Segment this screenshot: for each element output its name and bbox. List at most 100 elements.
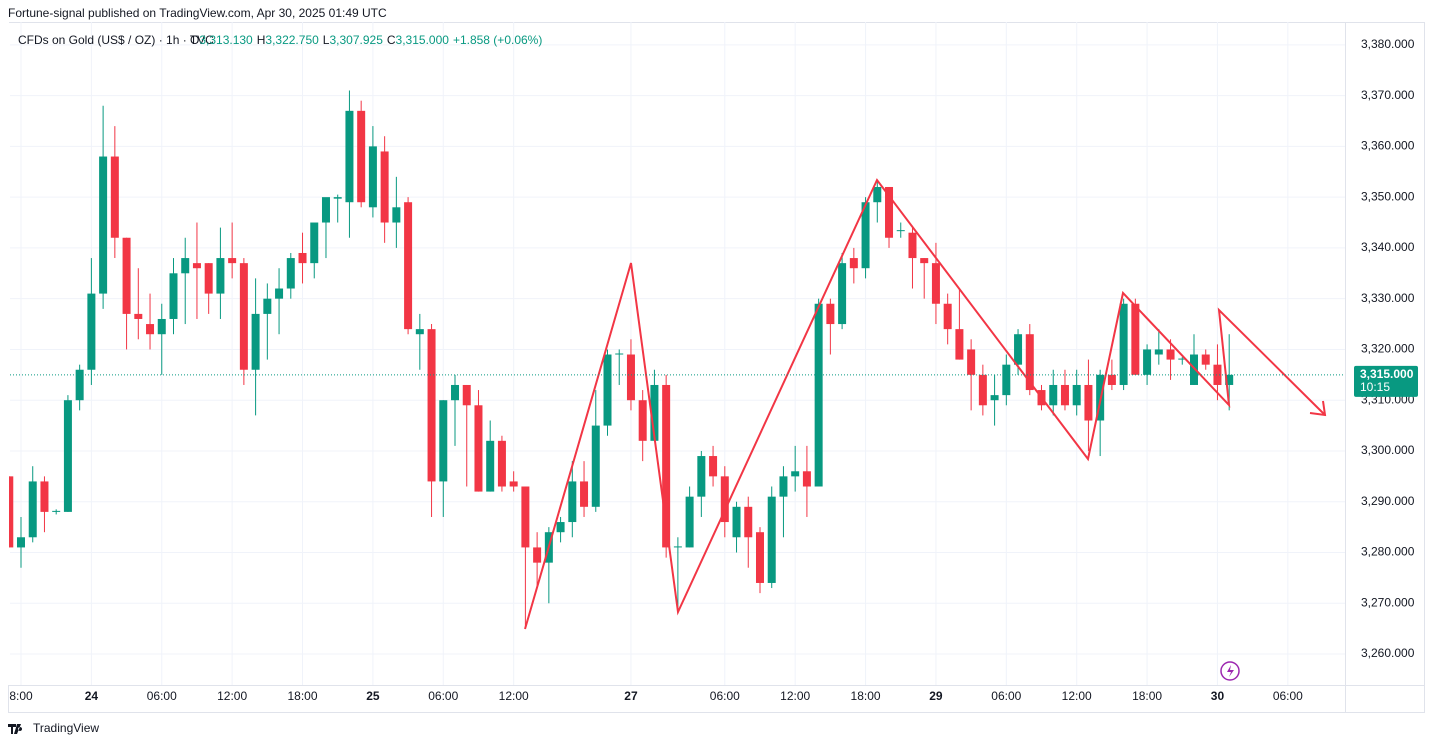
x-tick-label: 29 [929,689,943,703]
x-tick-label: 18:00 [288,689,318,703]
axes: 3,260.000 3,270.000 3,280.000 3,290.000 3,30… [9,37,1414,703]
candle-body [779,476,788,497]
candle-body [1225,374,1234,385]
drawings [524,178,1327,630]
candle-body [873,186,882,203]
x-tick-label: 18:00 [851,689,881,703]
x-tick-label: 12:00 [780,689,810,703]
candle-body [497,440,506,487]
legend-change: +1.858 (+0.06%) [453,33,542,47]
candle-body [697,456,706,497]
y-tick-label: 3,300.000 [1361,443,1415,457]
candle-body [615,353,624,355]
candle-body [1107,374,1116,385]
x-tick-label: 25 [366,689,380,703]
symbol: CFDs on Gold (US$ / OZ) · 1h · TVC [18,33,214,47]
candle-body [521,486,530,548]
candle-body [568,481,577,523]
candle-body [1072,384,1081,406]
x-tick-label: 12:00 [499,689,529,703]
candle-body [404,202,413,330]
candle-body [509,481,518,487]
candle-body [321,197,330,223]
candle-body [931,263,940,304]
candle-body [52,510,61,512]
candle-body [1002,364,1011,396]
candle-body [122,237,131,314]
candle-body [580,481,589,507]
candle-body [556,522,565,533]
candle-body [87,293,96,370]
candle-body [662,384,671,548]
candle-body [204,263,213,294]
candle-body [791,471,800,477]
candle-body [955,329,964,360]
candle-body [1084,384,1093,421]
chart-frame [8,22,1425,713]
candle-body [885,186,894,238]
candle-body [486,440,495,492]
x-tick-label: 27 [624,689,638,703]
x-tick-label: 30 [1211,689,1225,703]
candles [5,90,1234,629]
y-tick-label: 3,290.000 [1361,494,1415,508]
last-price-box [1354,365,1418,397]
candle-body [474,405,483,492]
candle-body [826,303,835,325]
candle-body [1119,303,1128,385]
candle-body [1060,384,1069,406]
x-tick-label: 06:00 [710,689,740,703]
x-tick-label: 24 [85,689,99,703]
y-tick-label: 3,280.000 [1361,545,1415,559]
x-tick-label: 06:00 [991,689,1021,703]
y-tick-label: 3,360.000 [1361,139,1415,153]
y-tick-label: 3,350.000 [1361,189,1415,203]
event-icon[interactable] [1220,661,1240,681]
y-tick-label: 3,260.000 [1361,646,1415,660]
legend-l: 3,307.925 [329,33,383,47]
candle-body [1178,358,1187,360]
candle-body [251,313,260,370]
x-tick-label: 8:00 [9,689,33,703]
candle-body [650,384,659,441]
candle-body [814,303,823,487]
candle-body [1131,303,1140,375]
candle-body [1025,334,1034,391]
left-mask [0,22,9,685]
footer-brand: TradingView [33,721,99,735]
candle-body [345,110,354,203]
candle-body [1143,349,1152,375]
legend-o: 3,313.130 [199,33,253,47]
x-tick-label: 06:00 [428,689,458,703]
candle-body [146,324,155,335]
candle-body [110,156,119,238]
candle-body [169,273,178,319]
y-tick-label: 3,320.000 [1361,342,1415,356]
candle-body [603,354,612,426]
legend-o-label: O [190,33,199,47]
x-tick-label: 06:00 [1273,689,1303,703]
candle-body [943,303,952,330]
candle-body [732,506,741,538]
last-price-label: 3,315.000 [1360,367,1414,381]
candle-body [802,471,811,487]
candle-body [5,476,14,548]
candle-body [767,496,776,583]
candle-body [286,258,295,289]
candle-body [40,481,49,512]
candle-body [157,318,166,335]
candle-body [99,156,108,294]
legend-l-label: L [323,33,330,47]
candle-body [709,456,718,477]
x-tick-label: 06:00 [147,689,177,703]
candle-body [533,547,542,563]
candle-body [75,369,84,401]
candle-body [838,263,847,325]
y-tick-label: 3,380.000 [1361,37,1415,51]
candle-body [685,496,694,548]
candle-body [415,329,424,335]
candle-body [908,232,917,259]
candle-body [920,258,929,264]
